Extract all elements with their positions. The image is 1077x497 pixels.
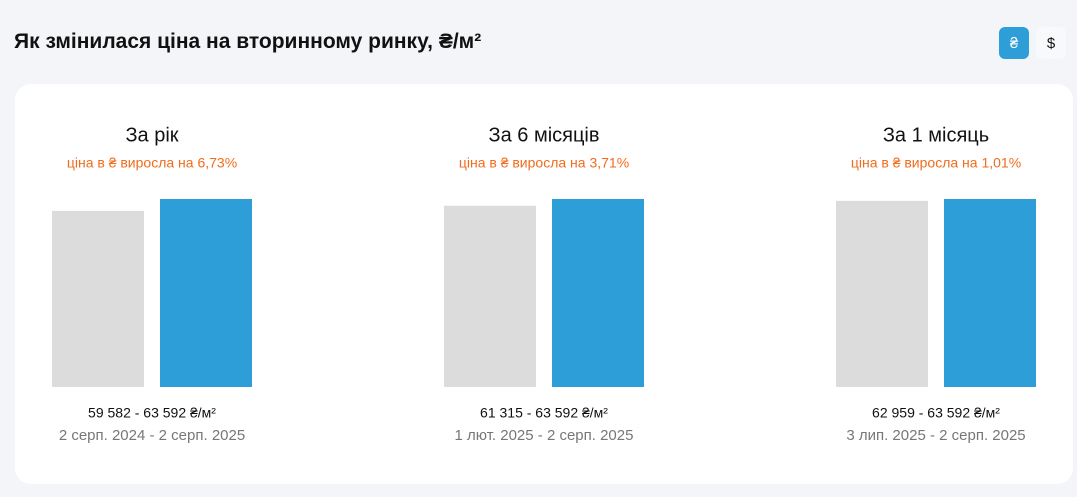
period: 1 лют. 2025 - 2 серп. 2025 <box>455 427 634 444</box>
change-text: ціна в ₴ виросла на 1,01% <box>851 155 1021 171</box>
bar <box>944 199 1036 387</box>
period: 3 лип. 2025 - 2 серп. 2025 <box>846 427 1025 444</box>
period: 2 серп. 2024 - 2 серп. 2025 <box>59 427 245 444</box>
bar <box>444 205 536 387</box>
price-range: 62 959 - 63 592 ₴/м² <box>872 405 1000 421</box>
change-text: ціна в ₴ виросла на 6,73% <box>67 155 237 171</box>
panel-title: За рік <box>125 124 178 146</box>
price-range: 61 315 - 63 592 ₴/м² <box>480 405 608 421</box>
charts: За рік ціна в ₴ виросла на 6,73% 59 582 - … <box>52 124 1036 444</box>
page-title: Як змінилася ціна на вторинному ринку, ₴… <box>14 30 482 53</box>
card: За рік ціна в ₴ виросла на 6,73% 59 582 - … <box>15 84 1073 484</box>
change-text: ціна в ₴ виросла на 3,71% <box>459 155 629 171</box>
bar <box>160 199 252 387</box>
price-range: 59 582 - 63 592 ₴/м² <box>88 405 216 421</box>
currency-button[interactable]: ₴ <box>999 27 1029 59</box>
panel-title: За 6 місяців <box>489 124 600 146</box>
currency-button[interactable]: $ <box>1036 27 1066 59</box>
panel-title: За 1 місяць <box>883 124 989 146</box>
bar <box>836 200 928 387</box>
bar <box>552 199 644 387</box>
bar <box>52 210 144 387</box>
